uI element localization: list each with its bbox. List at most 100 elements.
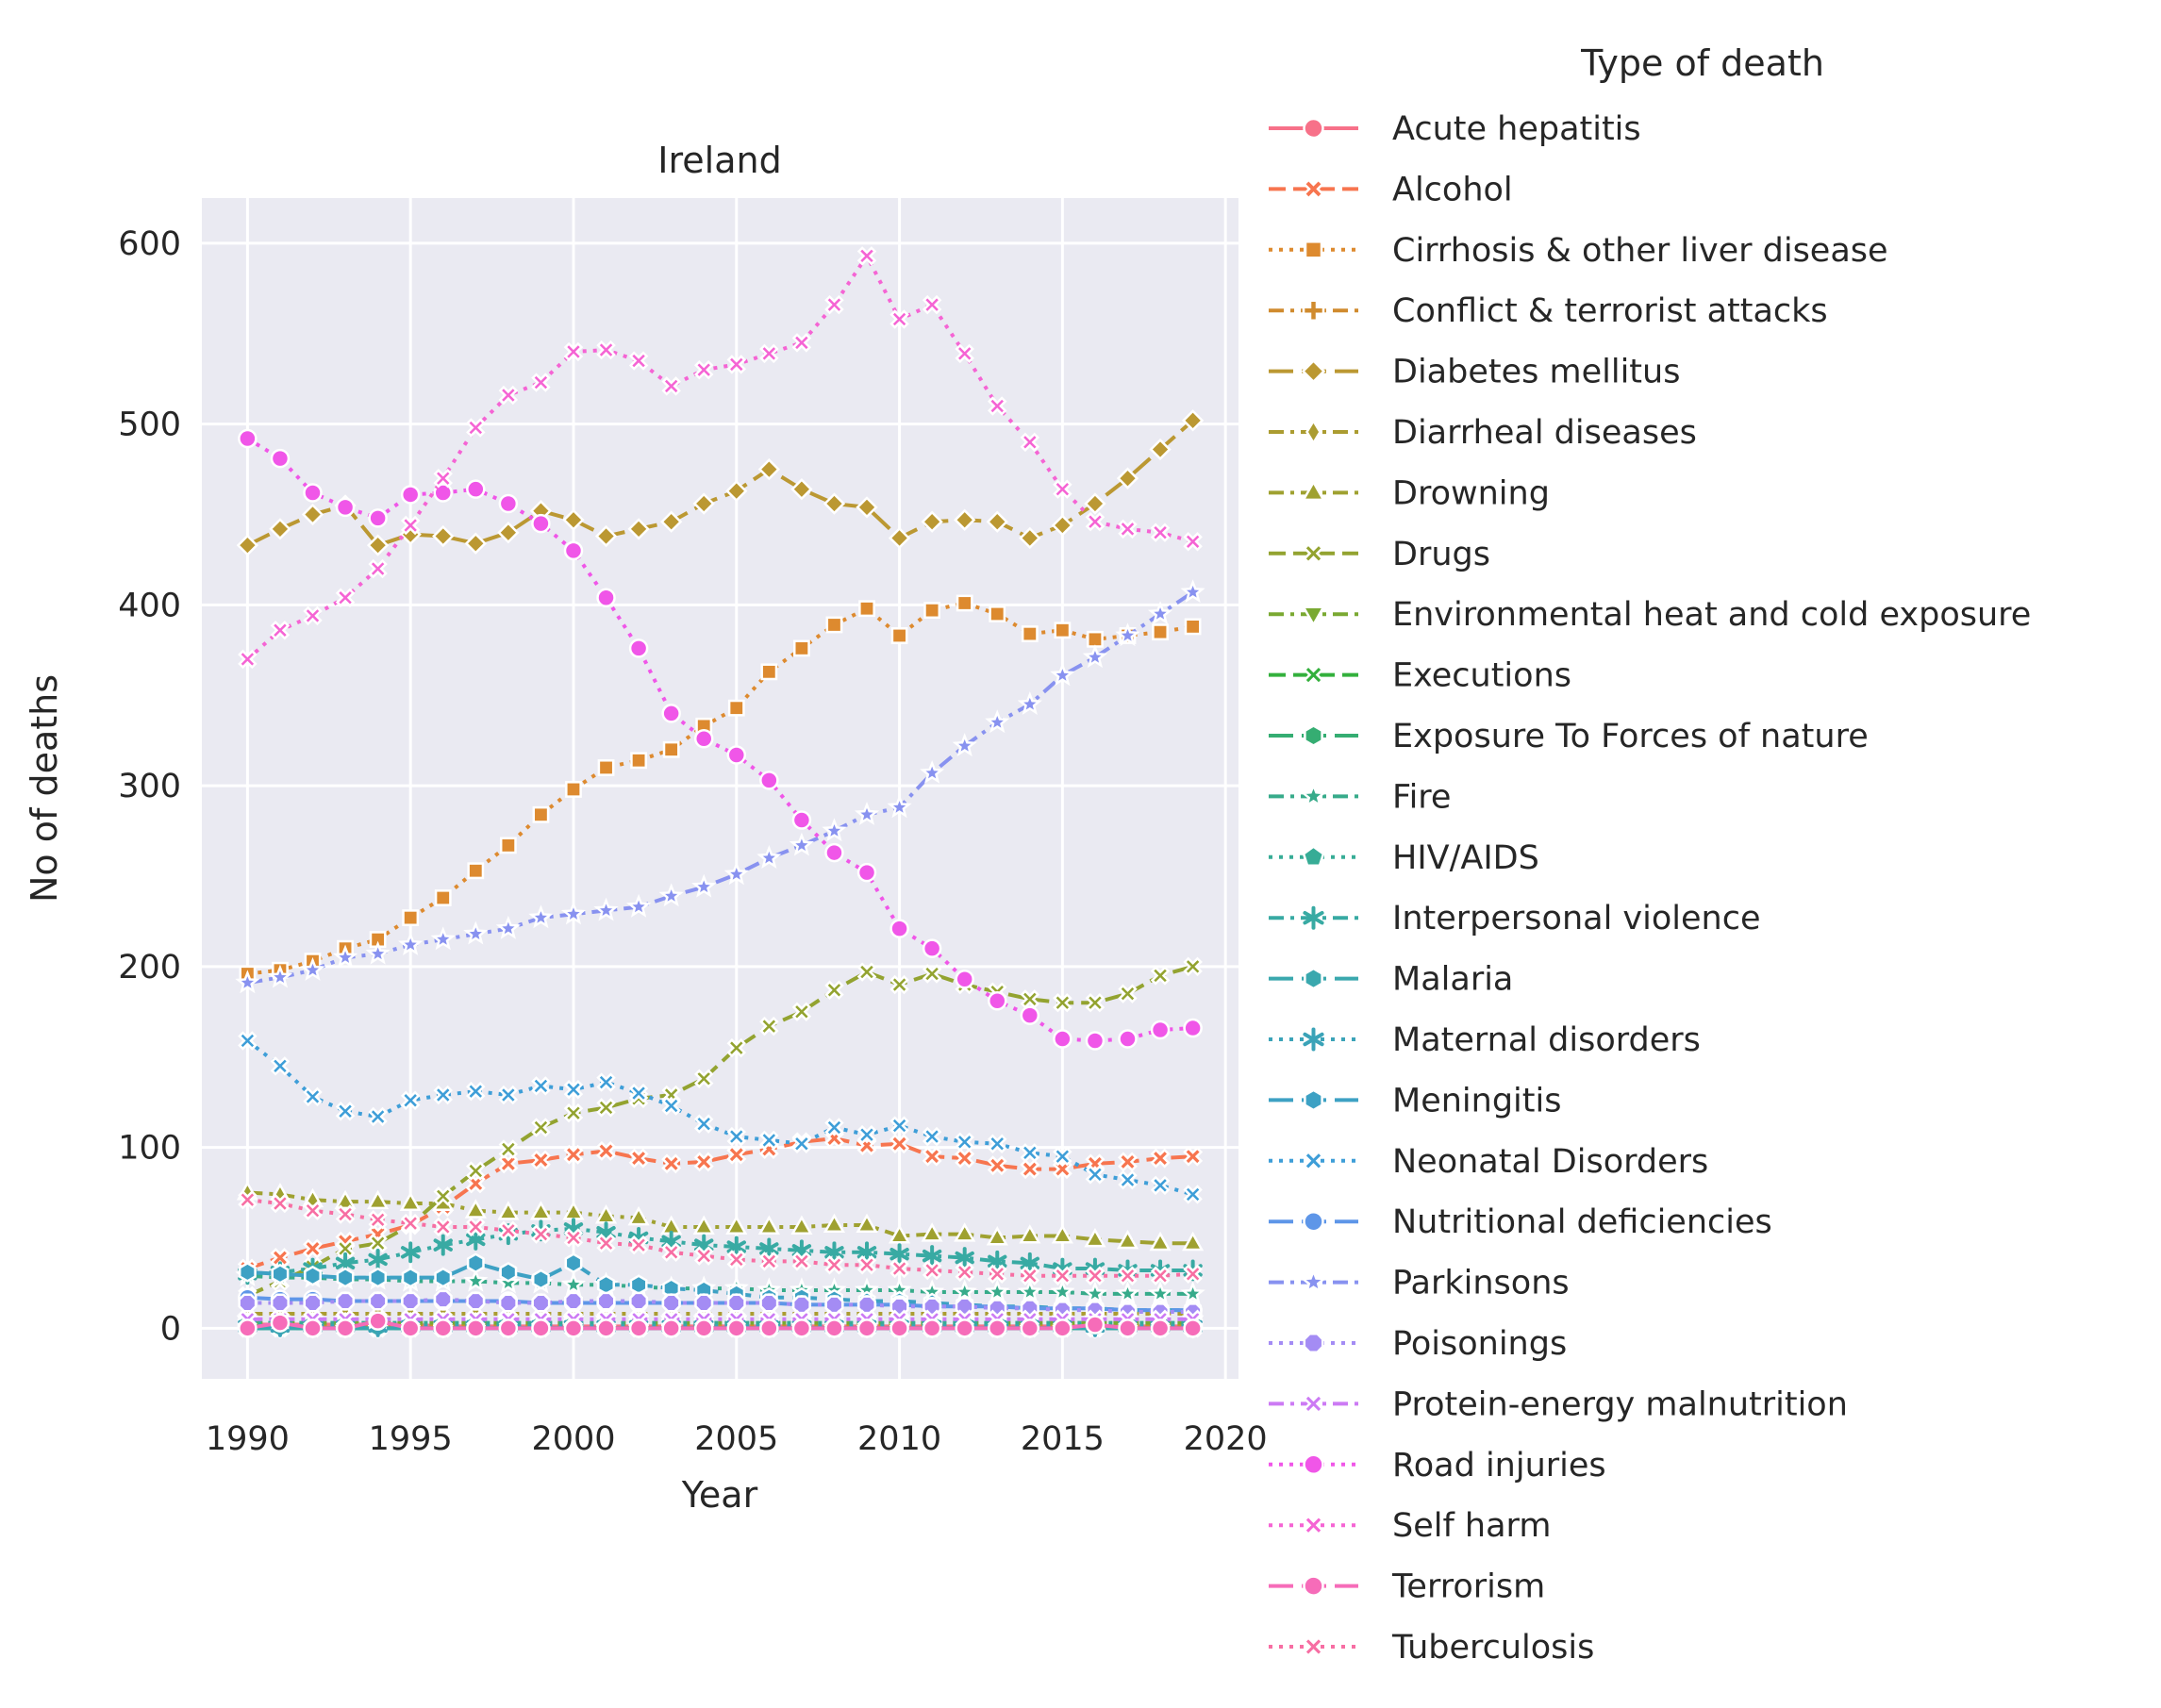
data-point	[1183, 1018, 1203, 1038]
legend-item: Drowning	[1269, 474, 1550, 512]
legend-marker	[1302, 845, 1325, 867]
data-point	[596, 1140, 617, 1161]
legend-label: Exposure To Forces of nature	[1392, 718, 1869, 755]
data-point	[1053, 1029, 1072, 1049]
data-point	[887, 794, 912, 819]
data-point	[430, 926, 456, 951]
data-point	[856, 962, 877, 982]
chart-title: Ireland	[657, 140, 781, 181]
x-tick-labels: 1990 1995 2000 2005 2010 2015 2020	[206, 1420, 1268, 1458]
data-point	[726, 1293, 746, 1313]
data-point	[1020, 1252, 1040, 1274]
data-point	[759, 1237, 779, 1260]
data-point	[564, 1252, 583, 1274]
data-point	[401, 1291, 421, 1311]
data-point	[692, 1215, 715, 1235]
legend-item: Executions	[1269, 657, 1571, 695]
data-point	[1050, 662, 1075, 687]
data-point	[628, 1235, 649, 1255]
legend-item: Fire	[1269, 778, 1451, 816]
data-point	[432, 524, 455, 548]
data-point	[531, 373, 551, 392]
data-point	[368, 1249, 388, 1270]
data-point	[661, 1293, 681, 1313]
data-point	[368, 1311, 388, 1331]
data-point	[790, 1215, 813, 1235]
data-point	[236, 534, 259, 556]
legend-marker	[1304, 967, 1323, 990]
data-point	[367, 1189, 390, 1210]
y-tick-label: 0	[160, 1310, 181, 1348]
data-point	[499, 1261, 518, 1283]
y-tick-labels: 0 100 200 300 400 500 600	[118, 225, 181, 1348]
series-layer	[235, 246, 1205, 1339]
data-point	[368, 1233, 388, 1253]
data-point	[986, 1226, 1008, 1246]
data-point	[597, 759, 615, 776]
data-point	[757, 1215, 780, 1235]
data-point	[955, 1247, 974, 1269]
data-point	[1147, 601, 1173, 625]
data-point	[1054, 622, 1072, 639]
legend-label: Environmental heat and cold exposure	[1392, 596, 2031, 634]
data-point	[433, 1186, 453, 1206]
data-point	[400, 1241, 421, 1264]
data-point	[238, 428, 258, 449]
legend-item: Environmental heat and cold exposure	[1269, 596, 2031, 634]
data-point	[1150, 1175, 1171, 1196]
data-point	[854, 802, 880, 825]
data-point	[954, 508, 976, 531]
data-point	[400, 485, 421, 505]
data-point	[466, 1318, 486, 1338]
data-point	[495, 915, 521, 939]
data-point	[920, 759, 945, 784]
data-point	[269, 518, 291, 540]
data-point	[1118, 1318, 1138, 1338]
legend-item: Neonatal Disorders	[1269, 1143, 1708, 1181]
data-point	[725, 1215, 748, 1235]
legend-item: Tuberculosis	[1269, 1629, 1594, 1667]
series-cirrhosis-other-liver-disease	[239, 594, 1202, 983]
data-point	[627, 518, 650, 540]
series-line	[247, 1318, 1193, 1331]
data-point	[498, 493, 519, 514]
data-point	[531, 1318, 551, 1338]
series-tuberculosis	[238, 1189, 1203, 1285]
data-point	[791, 1002, 812, 1022]
legend-item: Parkinsons	[1269, 1265, 1570, 1302]
data-point	[1085, 1031, 1105, 1051]
legend-item: Conflict & terrorist attacks	[1269, 292, 1828, 330]
data-point	[433, 1318, 453, 1338]
data-point	[857, 1295, 876, 1315]
data-point	[466, 1228, 486, 1251]
legend-label: Malaria	[1392, 961, 1513, 999]
data-point	[661, 1242, 681, 1263]
data-point	[563, 1103, 584, 1123]
data-point	[1053, 1318, 1072, 1338]
legend-label: Executions	[1392, 657, 1571, 695]
data-point	[1182, 1231, 1205, 1252]
data-point	[856, 1254, 877, 1275]
data-point	[303, 1086, 323, 1107]
data-point	[954, 1222, 976, 1242]
data-point	[1087, 630, 1104, 648]
data-point	[922, 1318, 942, 1338]
y-axis-title: No of deaths	[24, 674, 65, 903]
data-point	[368, 558, 388, 579]
data-point	[856, 1213, 878, 1234]
data-point	[628, 351, 649, 371]
legend-item: Terrorism	[1269, 1568, 1545, 1606]
data-point	[365, 940, 391, 965]
data-point	[1020, 1005, 1040, 1025]
data-point	[238, 1318, 258, 1338]
data-point	[336, 1291, 356, 1311]
data-point	[565, 781, 582, 798]
data-point	[692, 492, 715, 515]
data-point	[498, 1085, 519, 1105]
data-point	[433, 1217, 453, 1237]
data-point	[1180, 1281, 1205, 1305]
legend-label: Tuberculosis	[1391, 1629, 1594, 1667]
data-point	[1051, 1224, 1073, 1244]
data-point	[790, 478, 813, 501]
data-point	[1084, 492, 1106, 515]
